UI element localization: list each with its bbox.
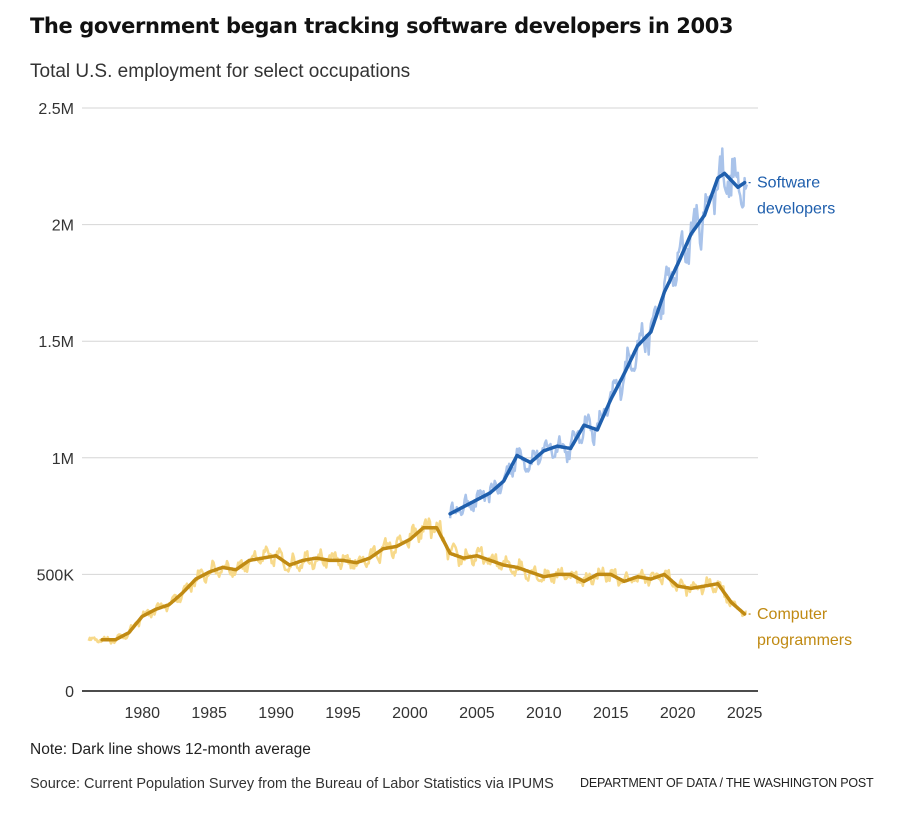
gridlines (82, 107, 758, 575)
chart-subtitle: Total U.S. employment for select occupat… (30, 61, 411, 82)
series-label-line: Computer (757, 606, 828, 623)
x-tick-label: 2020 (660, 705, 696, 722)
average-line-software-developers (448, 171, 747, 516)
monthly-line-software-developers (448, 147, 749, 519)
y-tick-label: 0 (65, 684, 74, 701)
average-line-computer-programmers (100, 526, 747, 642)
x-tick-label: 2005 (459, 705, 495, 722)
x-tick-label: 2025 (727, 705, 763, 722)
average-series-layer (100, 171, 747, 642)
x-tick-label: 2010 (526, 705, 562, 722)
monthly-series-layer (87, 147, 749, 645)
y-tick-label: 2M (52, 218, 74, 235)
x-tick-label: 1985 (191, 705, 227, 722)
x-tick-label: 1990 (258, 705, 294, 722)
chart-title: The government began tracking software d… (30, 14, 734, 38)
monthly-line-computer-programmers (87, 517, 747, 645)
x-tick-label: 2015 (593, 705, 629, 722)
series-label-line: developers (757, 201, 835, 218)
chart-source: Source: Current Population Survey from t… (30, 776, 554, 792)
x-tick-label: 1980 (124, 705, 160, 722)
x-tick-label: 2000 (392, 705, 428, 722)
chart-credit: DEPARTMENT OF DATA / THE WASHINGTON POST (580, 776, 874, 790)
line-chart: 0 500K 1M 1.5M 2M 2.5M 1980 1985 1990 1995 2000 200… (37, 101, 853, 722)
x-tick-label: 1995 (325, 705, 361, 722)
series-labels: Software developers Computer programmers (748, 175, 852, 649)
y-tick-label: 1.5M (38, 334, 74, 351)
series-label-line: Software (757, 175, 820, 192)
y-tick-label: 1M (52, 451, 74, 468)
y-tick-label: 500K (37, 567, 75, 584)
chart-note: Note: Dark line shows 12-month average (30, 741, 311, 758)
series-label-line: programmers (757, 632, 852, 649)
axes: 0 500K 1M 1.5M 2M 2.5M 1980 1985 1990 1995 2000 200… (37, 101, 763, 722)
y-tick-label: 2.5M (38, 101, 74, 118)
